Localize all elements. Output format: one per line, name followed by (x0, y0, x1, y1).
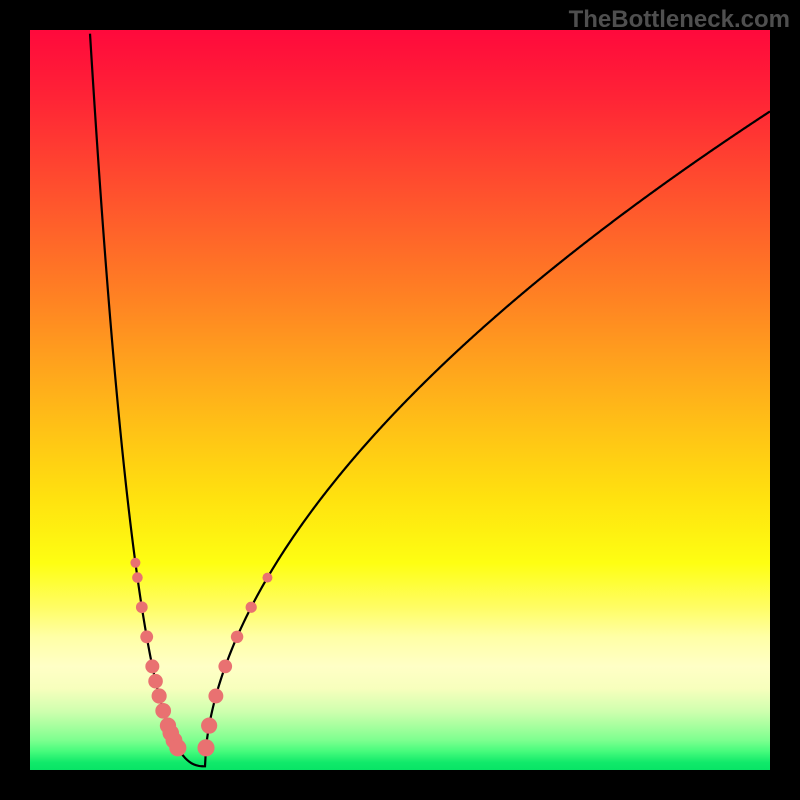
gradient-background (30, 30, 770, 770)
curve-bead (169, 739, 186, 756)
curve-bead (218, 660, 232, 674)
chart-root: TheBottleneck.com (0, 0, 800, 800)
chart-svg (30, 30, 770, 770)
curve-bead (145, 659, 159, 673)
curve-bead (246, 602, 257, 613)
curve-bead (130, 558, 140, 568)
curve-bead (262, 573, 272, 583)
curve-bead (136, 601, 148, 613)
curve-bead (231, 631, 243, 643)
curve-bead (148, 674, 163, 689)
curve-bead (155, 703, 171, 719)
curve-bead (132, 572, 143, 583)
curve-bead (201, 718, 217, 734)
watermark-text: TheBottleneck.com (569, 6, 790, 34)
curve-bead (140, 630, 153, 643)
curve-bead (208, 689, 223, 704)
curve-bead (197, 739, 214, 756)
curve-bead (152, 688, 167, 703)
plot-area (30, 30, 770, 770)
